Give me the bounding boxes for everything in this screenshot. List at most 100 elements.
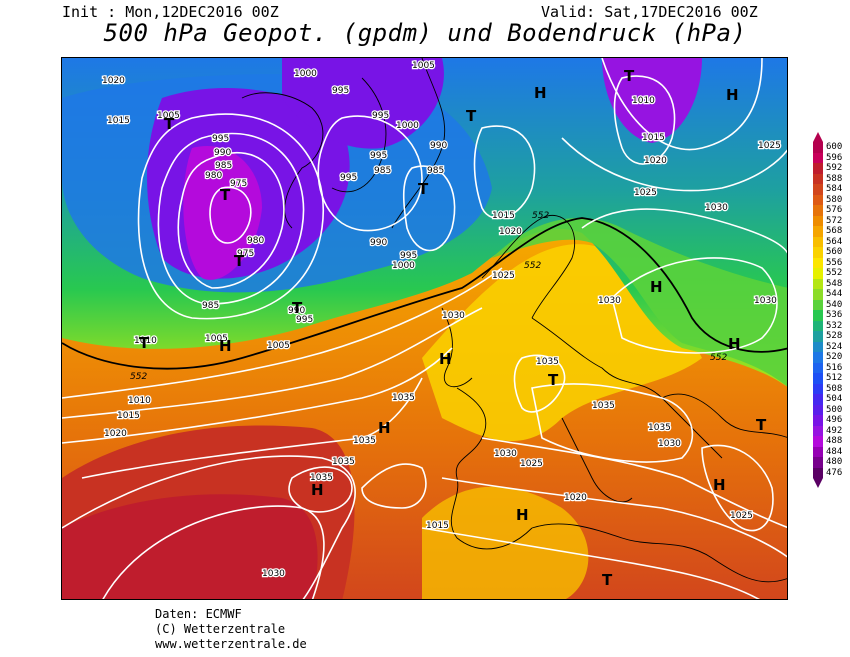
isobar-label: 1015 — [426, 521, 449, 531]
isobar-label: 1025 — [758, 141, 781, 151]
low-core-fill — [183, 146, 262, 280]
legend-value: 560 — [826, 247, 843, 257]
isobar-label: 1035 — [592, 401, 615, 411]
legend-value: 548 — [826, 278, 843, 289]
isobar-label: 985 — [427, 166, 444, 176]
isobar-label: 1035 — [310, 473, 333, 483]
coastlines — [241, 58, 787, 583]
valid-time: Valid: Sat,17DEC2016 00Z — [541, 3, 758, 21]
isobar-label: 975 — [230, 179, 247, 189]
isobar-label: 990 — [430, 141, 447, 151]
legend-value: 492 — [826, 425, 843, 436]
legend-value: 508 — [826, 383, 843, 394]
isobar-label: 1025 — [520, 459, 543, 469]
isobar-label: 1005 — [267, 341, 290, 351]
isobar-label: 1035 — [392, 393, 415, 403]
legend-swatch — [813, 310, 823, 321]
legend-row: 556 — [813, 257, 850, 268]
legend-swatch — [813, 215, 823, 226]
east-green-fill — [492, 218, 787, 387]
legend-swatch — [813, 194, 823, 205]
isobar-label: 980 — [247, 236, 264, 246]
legend-value: 592 — [826, 163, 843, 173]
legend-value: 596 — [826, 152, 843, 163]
legend-swatch — [813, 352, 823, 363]
isobar-label: 995 — [212, 134, 229, 144]
legend-value: 532 — [826, 320, 843, 331]
legend-value: 584 — [826, 184, 843, 194]
isobar-label: 1030 — [262, 569, 285, 579]
isobar-label: 1030 — [754, 296, 777, 306]
legend-swatch — [813, 331, 823, 342]
legend-row: 520 — [813, 352, 850, 363]
legend-value: 556 — [826, 257, 843, 268]
geopot-label: 552 — [532, 211, 549, 221]
legend-value: 476 — [826, 467, 843, 478]
legend-swatch — [813, 289, 823, 300]
legend-row: 596 — [813, 152, 850, 163]
legend-swatch — [813, 415, 823, 426]
isobar-label: 1015 — [107, 116, 130, 126]
legend-value: 488 — [826, 436, 843, 446]
legend-swatch — [813, 373, 823, 384]
legend-value: 496 — [826, 415, 843, 425]
legend-value: 480 — [826, 457, 843, 467]
legend-swatch — [813, 404, 823, 415]
legend-swatch — [813, 152, 823, 163]
high-marker: H — [516, 506, 529, 524]
high-marker: H — [439, 350, 452, 368]
legend-row: 496 — [813, 415, 850, 426]
isobar-label: 1025 — [492, 271, 515, 281]
low-marker: T — [234, 252, 245, 270]
geopot-label: 552 — [710, 353, 727, 363]
legend-value: 528 — [826, 331, 843, 341]
high-marker: H — [378, 419, 391, 437]
isobar-label: 1035 — [648, 423, 671, 433]
legend-row: 580 — [813, 194, 850, 205]
iberia-yellow-fill — [422, 486, 589, 599]
isobar-label: 1020 — [644, 156, 667, 166]
geopot-label: 552 — [524, 261, 541, 271]
high-marker: H — [311, 481, 324, 499]
isobar-label: 1000 — [294, 69, 317, 79]
legend-swatch — [813, 184, 823, 195]
legend-row: 484 — [813, 446, 850, 457]
legend-row: 476 — [813, 467, 850, 478]
low-marker: T — [418, 180, 429, 198]
low-marker: T — [164, 115, 175, 133]
legend-value: 524 — [826, 341, 843, 352]
isobar-label: 1035 — [332, 457, 355, 467]
legend-value: 564 — [826, 236, 843, 247]
isobar-label: 1015 — [642, 133, 665, 143]
isobar-label: 995 — [296, 315, 313, 325]
legend-row: 504 — [813, 394, 850, 405]
legend-row: 600 — [813, 142, 850, 153]
map-title: 500 hPa Geopot. (gpdm) und Bodendruck (h… — [103, 19, 747, 47]
low-marker: T — [292, 299, 303, 317]
isobar-label: 1005 — [157, 111, 180, 121]
legend-row: 540 — [813, 299, 850, 310]
isobar-label: 1030 — [658, 439, 681, 449]
legend-row: 552 — [813, 268, 850, 279]
legend-row: 516 — [813, 362, 850, 373]
isobar-label: 985 — [374, 166, 391, 176]
legend-swatch — [813, 226, 823, 237]
isobar-label: 1030 — [442, 311, 465, 321]
legend-value: 520 — [826, 352, 843, 362]
website-link[interactable]: www.wetterzentrale.de — [155, 637, 307, 651]
isobar-label: 990 — [370, 238, 387, 248]
legend-swatch — [813, 383, 823, 394]
legend-value: 536 — [826, 310, 843, 320]
legend-row: 492 — [813, 425, 850, 436]
low-marker: T — [624, 67, 635, 85]
legend-row: 524 — [813, 341, 850, 352]
isobar-label: 1035 — [353, 436, 376, 446]
isobar-label: 1000 — [392, 261, 415, 271]
legend-swatch — [813, 299, 823, 310]
legend-row: 480 — [813, 457, 850, 468]
legend-swatch — [813, 425, 823, 436]
legend-value: 552 — [826, 268, 843, 278]
isobar-label: 1020 — [102, 76, 125, 86]
isobar-label: 1010 — [128, 396, 151, 406]
legend-max-arrow — [813, 132, 823, 142]
